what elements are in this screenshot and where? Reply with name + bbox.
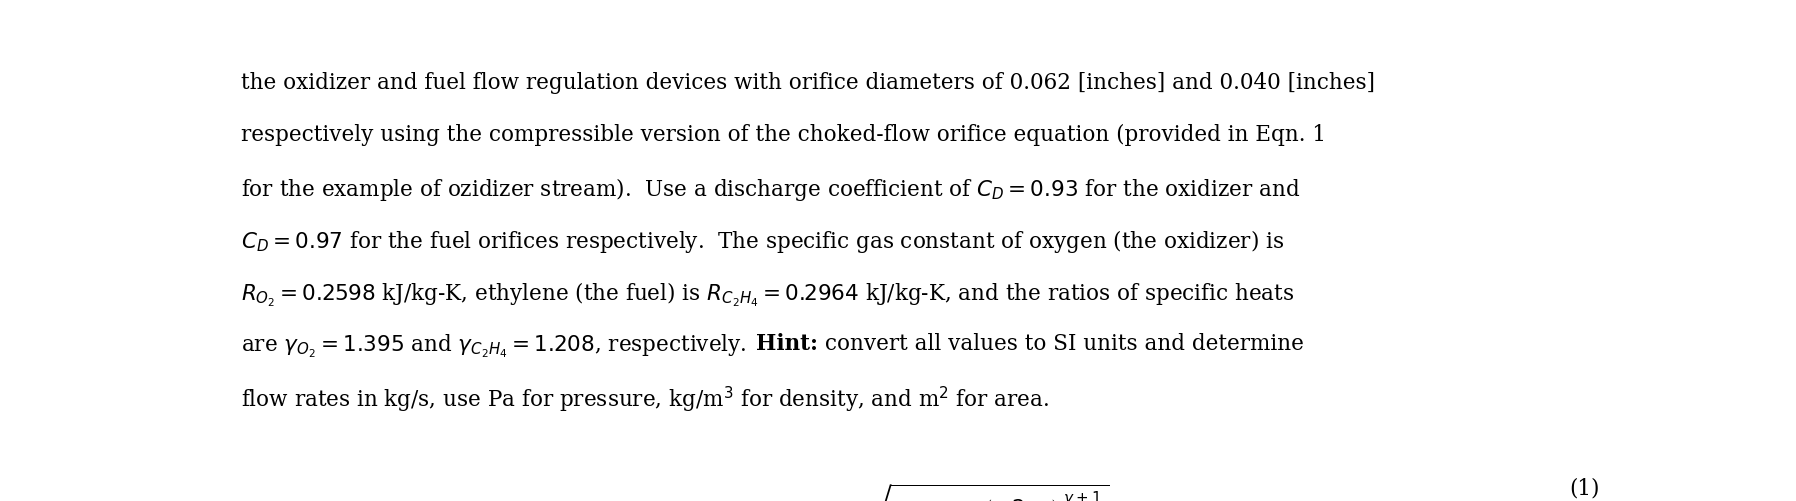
Text: convert all values to SI units and determine: convert all values to SI units and deter… <box>817 332 1304 354</box>
Text: the oxidizer and fuel flow regulation devices with orifice diameters of 0.062 [i: the oxidizer and fuel flow regulation de… <box>241 72 1376 94</box>
Text: $\dot{m} = C_D A\sqrt{\gamma\rho_1 P_1 \left(\frac{2}{\gamma+1}\right)^{\frac{\g: $\dot{m} = C_D A\sqrt{\gamma\rho_1 P_1 \… <box>731 480 1110 501</box>
Text: (1): (1) <box>1570 476 1600 498</box>
Text: flow rates in kg/s, use Pa for pressure, kg/m$^3$ for density, and m$^2$ for are: flow rates in kg/s, use Pa for pressure,… <box>241 384 1049 414</box>
Text: for the example of ozidizer stream).  Use a discharge coefficient of $C_D = 0.93: for the example of ozidizer stream). Use… <box>241 176 1300 203</box>
Text: $R_{O_2} = 0.2598$ kJ/kg-K, ethylene (the fuel) is $R_{C_2H_4} = 0.2964$ kJ/kg-K: $R_{O_2} = 0.2598$ kJ/kg-K, ethylene (th… <box>241 280 1295 308</box>
Text: respectively using the compressible version of the choked-flow orifice equation : respectively using the compressible vers… <box>241 124 1325 146</box>
Text: Hint:: Hint: <box>756 332 817 354</box>
Text: are $\gamma_{O_2} = 1.395$ and $\gamma_{C_2H_4} = 1.208$, respectively.: are $\gamma_{O_2} = 1.395$ and $\gamma_{… <box>241 332 756 359</box>
Text: $C_D = 0.97$ for the fuel orifices respectively.  The specific gas constant of o: $C_D = 0.97$ for the fuel orifices respe… <box>241 228 1284 255</box>
